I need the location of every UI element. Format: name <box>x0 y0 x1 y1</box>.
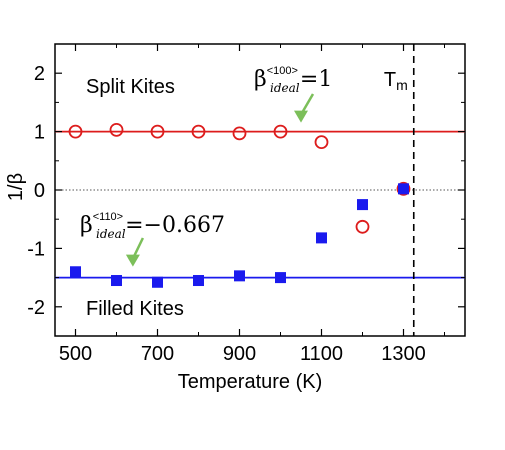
filled-kites-point <box>316 232 327 244</box>
melting-point-label: Tm <box>384 69 408 93</box>
x-tick-label: 500 <box>59 343 92 365</box>
filled-kites-point <box>111 275 122 287</box>
split-kites-point <box>273 124 288 139</box>
split-kites-point <box>396 181 411 196</box>
split-kites-point <box>109 122 124 137</box>
plot-area <box>54 43 466 337</box>
split-kites-label: Split Kites <box>86 76 175 98</box>
y-tick-label: 1 <box>34 122 45 144</box>
beta-ideal-100-label-subscript: ideal <box>270 81 300 95</box>
y-tick-label: -2 <box>27 297 45 319</box>
x-axis-title: Temperature (K) <box>178 371 323 393</box>
filled-kites-point <box>70 266 81 278</box>
x-tick-label: 700 <box>141 343 174 365</box>
split-kites-point <box>68 124 83 139</box>
beta-ideal-110-label: β<110>=−0.667 <box>80 211 225 238</box>
beta-ideal-110-label-subscript: ideal <box>96 227 126 241</box>
filled-kites-point <box>234 270 245 282</box>
y-axis-title: 1/β <box>5 173 27 201</box>
axis-labels: Temperature (K) 1/β Tm 500 700 900 1100 1300 -… <box>5 63 426 393</box>
split-kites-point <box>232 126 247 141</box>
filled-kites-point <box>152 276 163 288</box>
x-tick-label: 900 <box>223 343 256 365</box>
split-kites-point <box>191 124 206 139</box>
x-tick-label: 1300 <box>381 343 426 365</box>
data-marks <box>68 122 411 288</box>
beta-ideal-100-label: β<100>=1 <box>254 65 332 92</box>
arrow-ideal-100-head <box>294 110 308 123</box>
filled-kites-point <box>357 199 368 211</box>
split-kites-point <box>314 135 329 150</box>
filled-kites-point <box>398 183 409 195</box>
y-tick-label: 0 <box>34 180 45 202</box>
filled-kites-point <box>275 272 286 284</box>
filled-kites-point <box>193 275 204 287</box>
x-tick-label: 1100 <box>300 343 343 365</box>
split-kites-point <box>355 219 370 234</box>
y-tick-label: -1 <box>27 238 45 260</box>
filled-kites-label: Filled Kites <box>86 298 184 320</box>
y-tick-label: 2 <box>34 63 45 85</box>
split-kites-point <box>150 124 165 139</box>
arrow-ideal-110-head <box>125 254 140 267</box>
